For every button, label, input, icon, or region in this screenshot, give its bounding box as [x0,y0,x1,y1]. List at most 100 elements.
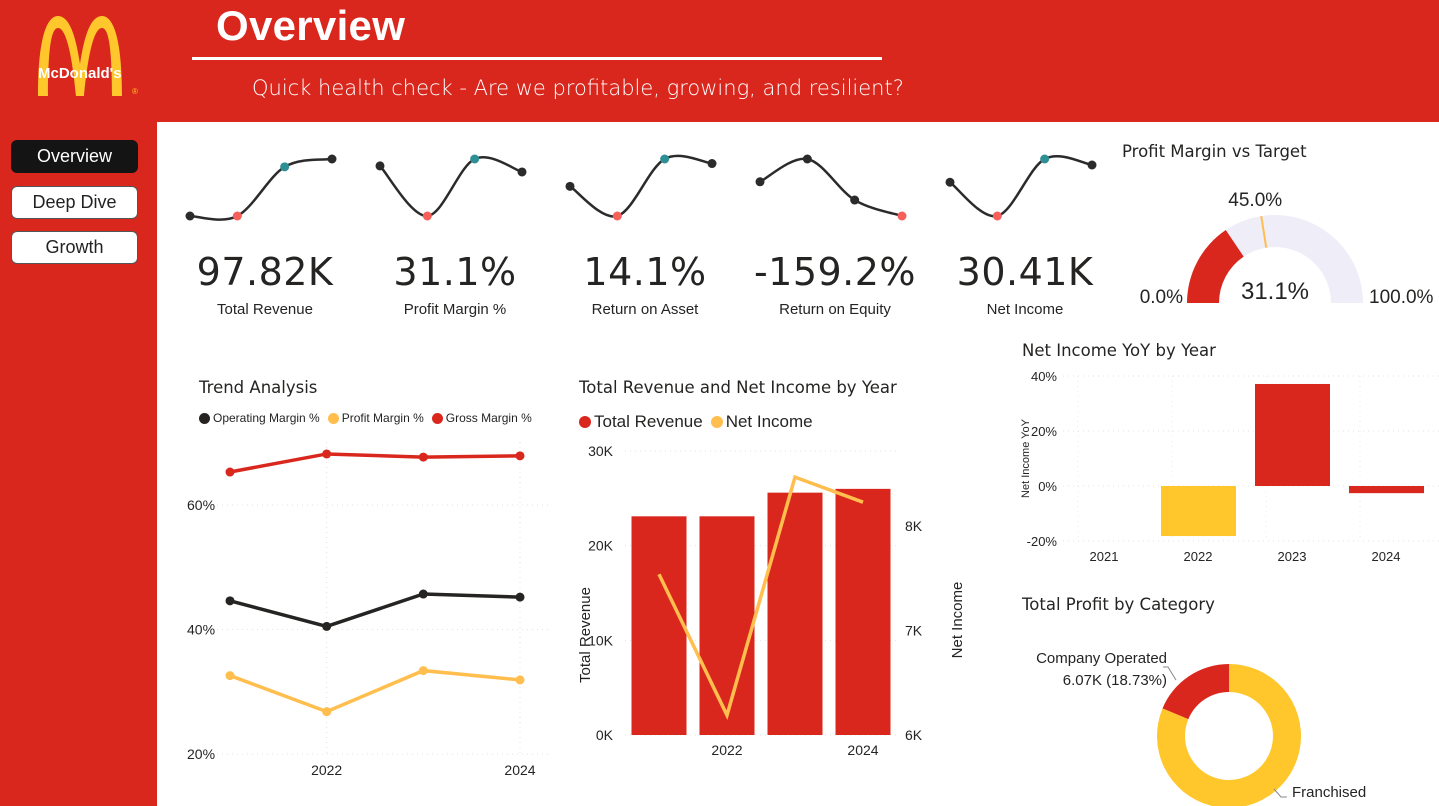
x-tick-label: 2024 [504,762,535,778]
sparkline-return-on-asset [565,154,717,221]
kpi-value: 97.82K [196,250,334,294]
kpi-label: Return on Equity [779,301,891,318]
sparkline-profit-margin [375,154,527,221]
sparkline-point [422,211,432,221]
sparkline-path [379,156,523,218]
x-tick-label: 2024 [847,742,878,758]
net-income-yoy-chart[interactable]: -20% 0% 20% 40% 2021 2022 2023 2024 Net Income Y… [1015,362,1439,572]
gauge-target-marker [1260,215,1268,248]
sparkline-point [375,161,385,171]
sparkline-point [707,159,717,169]
y2-tick-label: 7K [905,623,923,639]
data-point [322,707,332,717]
revenue-bar [767,492,823,735]
legend-item[interactable]: Total Revenue [579,412,703,432]
donut-slice [1162,664,1229,720]
kpi-value: 14.1% [583,250,707,294]
series-line [229,452,521,474]
leader-line [1163,666,1177,681]
kpi-value: 30.41K [956,250,1094,294]
data-point [322,621,332,631]
sparkline-point [565,181,575,191]
nav-button-growth[interactable]: Growth [11,231,138,264]
yoy-bar [1255,383,1330,486]
sparkline-path [949,154,1093,218]
revenue-chart-title: Total Revenue and Net Income by Year [579,378,897,397]
mcdonalds-logo: McDonald's ® [38,16,138,96]
revenue-bar [835,488,891,735]
donut-title: Total Profit by Category [1022,595,1215,614]
svg-text:®: ® [132,87,138,96]
total-profit-donut-chart[interactable]: Company Operated 6.07K (18.73%) Franchised… [1015,617,1439,806]
revenue-legend: Total Revenue Net Income [579,412,821,432]
x-tick-label: 2022 [311,762,342,778]
series-line [229,668,521,714]
trend-title: Trend Analysis [199,378,318,397]
legend-item[interactable]: Net Income [710,412,813,432]
title-divider [192,57,882,60]
sparkline-point [280,162,290,172]
y-axis-title: Total Revenue [577,587,594,683]
kpi-card-return-on-asset[interactable]: 14.1% Return on Asset [555,146,735,326]
trend-analysis-chart[interactable]: 20% 40% 60% 2022 2024 [187,432,557,802]
yoy-bar [1161,486,1236,537]
gauge-value-arc [1187,230,1244,303]
kpi-label: Total Revenue [217,301,313,318]
y-tick-label: 20K [588,538,614,554]
nav-button-deep-dive[interactable]: Deep Dive [11,186,138,219]
sparkline-point [755,177,765,187]
slice-label-name: Company Operated [1036,650,1167,667]
x-tick-label: 2022 [711,742,742,758]
x-tick-label: 2022 [1184,549,1213,564]
sparkline-point [992,211,1002,221]
sparkline-point [232,211,242,221]
legend-dot-icon [327,412,339,424]
page-subtitle: Quick health check - Are we profitable, … [252,76,904,100]
sparkline-point [897,211,907,221]
y-tick-label: -20% [1027,534,1058,549]
x-tick-label: 2021 [1090,549,1119,564]
net-income-line [657,474,864,721]
nav-button-overview[interactable]: Overview [11,140,138,173]
y-tick-label: 10K [588,632,614,648]
sparkline-point [802,154,812,164]
y2-axis-title: Net Income [949,582,966,659]
gauge-min-label: 0.0% [1140,287,1183,308]
sparkline-point [660,154,670,164]
revenue-net-income-chart[interactable]: 0K 10K 20K 30K 6K 7K 8K 2022 2024 Total Revenue Ne… [572,437,982,777]
data-point [418,589,428,599]
profit-margin-gauge[interactable]: 45.0% 31.1% 0.0% 100.0% [1112,172,1439,312]
legend-item[interactable]: Profit Margin % [327,411,424,425]
data-point [418,666,428,676]
sparkline-path [759,157,903,218]
legend-item[interactable]: Gross Margin % [431,411,532,425]
donut-slice [1156,664,1301,806]
y-axis-title: Net Income YoY [1020,418,1032,498]
sparkline-point [945,177,955,187]
series-line [229,592,521,629]
yoy-title: Net Income YoY by Year [1022,341,1216,360]
gauge-track [1187,215,1363,303]
kpi-card-net-income[interactable]: 30.41K Net Income [935,146,1115,326]
slice-label-value: 6.07K (18.73%) [1063,672,1167,689]
kpi-card-total-revenue[interactable]: 97.82K Total Revenue [175,146,355,326]
sparkline-point [327,154,337,164]
sparkline-point [1087,160,1097,170]
y-tick-label: 40% [1031,369,1057,384]
legend-item[interactable]: Operating Margin % [199,411,320,425]
kpi-card-profit-margin[interactable]: 31.1% Profit Margin % [365,146,545,326]
kpi-card-return-on-equity[interactable]: -159.2% Return on Equity [745,146,925,326]
legend-dot-icon [579,416,591,428]
y-tick-label: 0% [1038,479,1057,494]
y2-tick-label: 6K [905,727,923,743]
yoy-bar [1349,486,1424,494]
sparkline-point [612,211,622,221]
slice-label-name: Franchised [1292,784,1366,801]
sparkline-point [185,211,195,221]
y-tick-label: 40% [187,622,215,638]
sparkline-net-income [945,154,1097,221]
kpi-value: 31.1% [393,250,517,294]
data-point [515,675,525,685]
sparkline-path [189,157,333,221]
legend-dot-icon [710,416,723,428]
